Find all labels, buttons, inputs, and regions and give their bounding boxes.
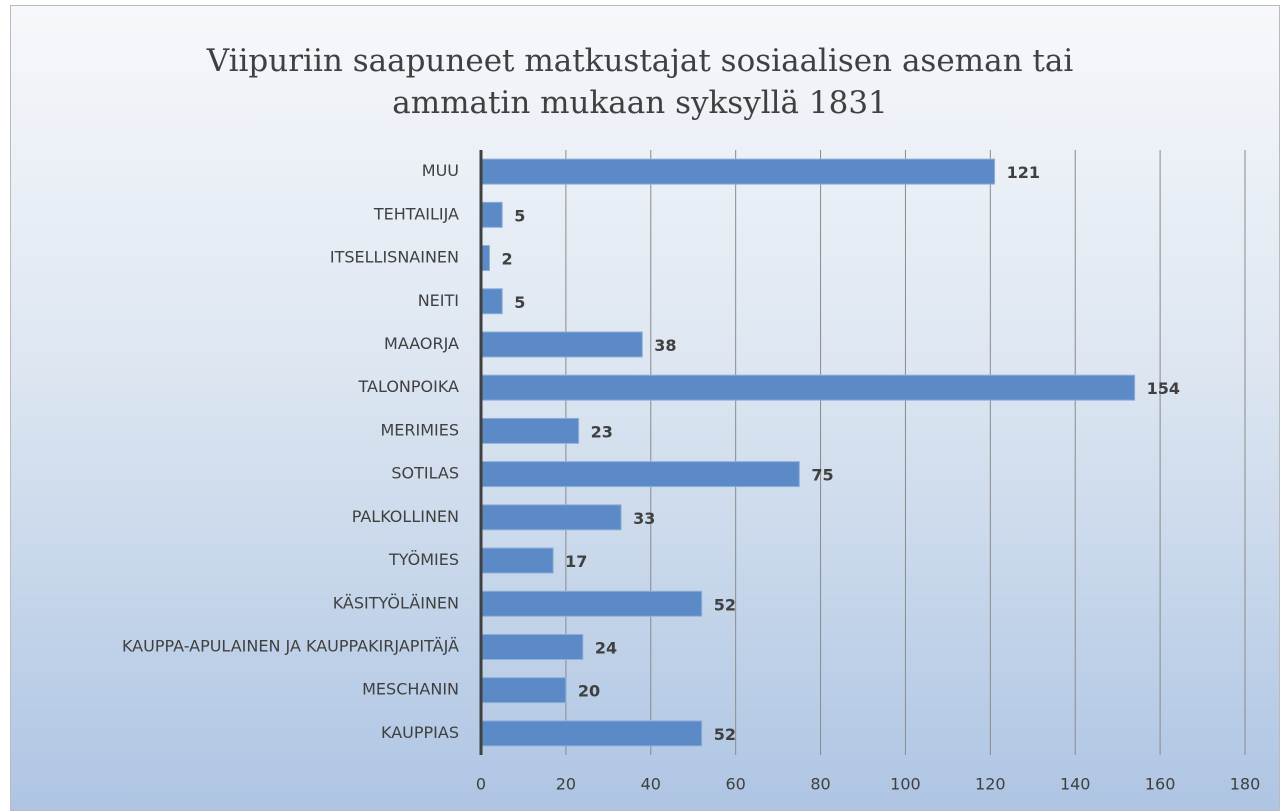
y-tick-label: TALONPOIKA	[358, 377, 460, 396]
data-label: 52	[714, 595, 736, 614]
bar	[480, 504, 622, 531]
data-label: 75	[811, 466, 833, 485]
x-tick-label: 100	[890, 775, 921, 794]
data-label: 52	[714, 725, 736, 744]
y-tick-label: KÄSITYÖLÄINEN	[333, 593, 459, 612]
x-tick-label: 180	[1230, 775, 1261, 794]
bar	[480, 633, 584, 660]
data-label: 20	[578, 682, 600, 701]
x-tick-label: 20	[556, 775, 576, 794]
data-label: 17	[565, 552, 587, 571]
bar	[480, 288, 503, 315]
data-label: 154	[1147, 379, 1180, 398]
x-tick-label: 60	[725, 775, 745, 794]
bar	[480, 590, 703, 617]
data-label: 5	[514, 206, 525, 225]
chart-title: Viipuriin saapuneet matkustajat sosiaali…	[206, 43, 1074, 121]
bar	[480, 720, 703, 747]
y-tick-label: TEHTAILIJA	[373, 204, 459, 223]
bar	[480, 677, 567, 704]
data-label: 23	[591, 422, 613, 441]
data-label: 38	[654, 336, 676, 355]
x-tick-label: 0	[476, 775, 486, 794]
y-tick-label: PALKOLLINEN	[352, 507, 459, 526]
bar	[480, 461, 800, 488]
y-tick-label: TYÖMIES	[388, 550, 459, 569]
bar	[480, 158, 996, 185]
y-tick-label: SOTILAS	[391, 464, 459, 483]
bar	[480, 374, 1136, 401]
y-tick-label: MAAORJA	[384, 334, 459, 353]
x-tick-label: 140	[1060, 775, 1091, 794]
bar	[480, 201, 503, 228]
data-label: 24	[595, 638, 617, 657]
data-label: 121	[1007, 163, 1040, 182]
y-tick-label: MESCHANIN	[362, 680, 459, 699]
x-tick-label: 160	[1145, 775, 1176, 794]
data-label: 5	[514, 293, 525, 312]
data-label: 33	[633, 509, 655, 528]
x-tick-label: 40	[641, 775, 661, 794]
y-tick-label: ITSELLISNAINEN	[330, 248, 459, 267]
x-tick-label: 120	[975, 775, 1006, 794]
y-tick-label: NEITI	[418, 291, 459, 310]
y-tick-label: KAUPPA-APULAINEN JA KAUPPAKIRJAPITÄJÄ	[122, 636, 459, 655]
y-tick-label: KAUPPIAS	[381, 723, 459, 742]
y-tick-label: MERIMIES	[380, 420, 459, 439]
x-tick-label: 80	[810, 775, 830, 794]
bar	[480, 417, 580, 444]
bar	[480, 331, 643, 358]
bar	[480, 547, 554, 574]
chart-frame	[10, 5, 1280, 811]
data-label: 2	[501, 250, 512, 269]
y-tick-label: MUU	[422, 161, 459, 180]
